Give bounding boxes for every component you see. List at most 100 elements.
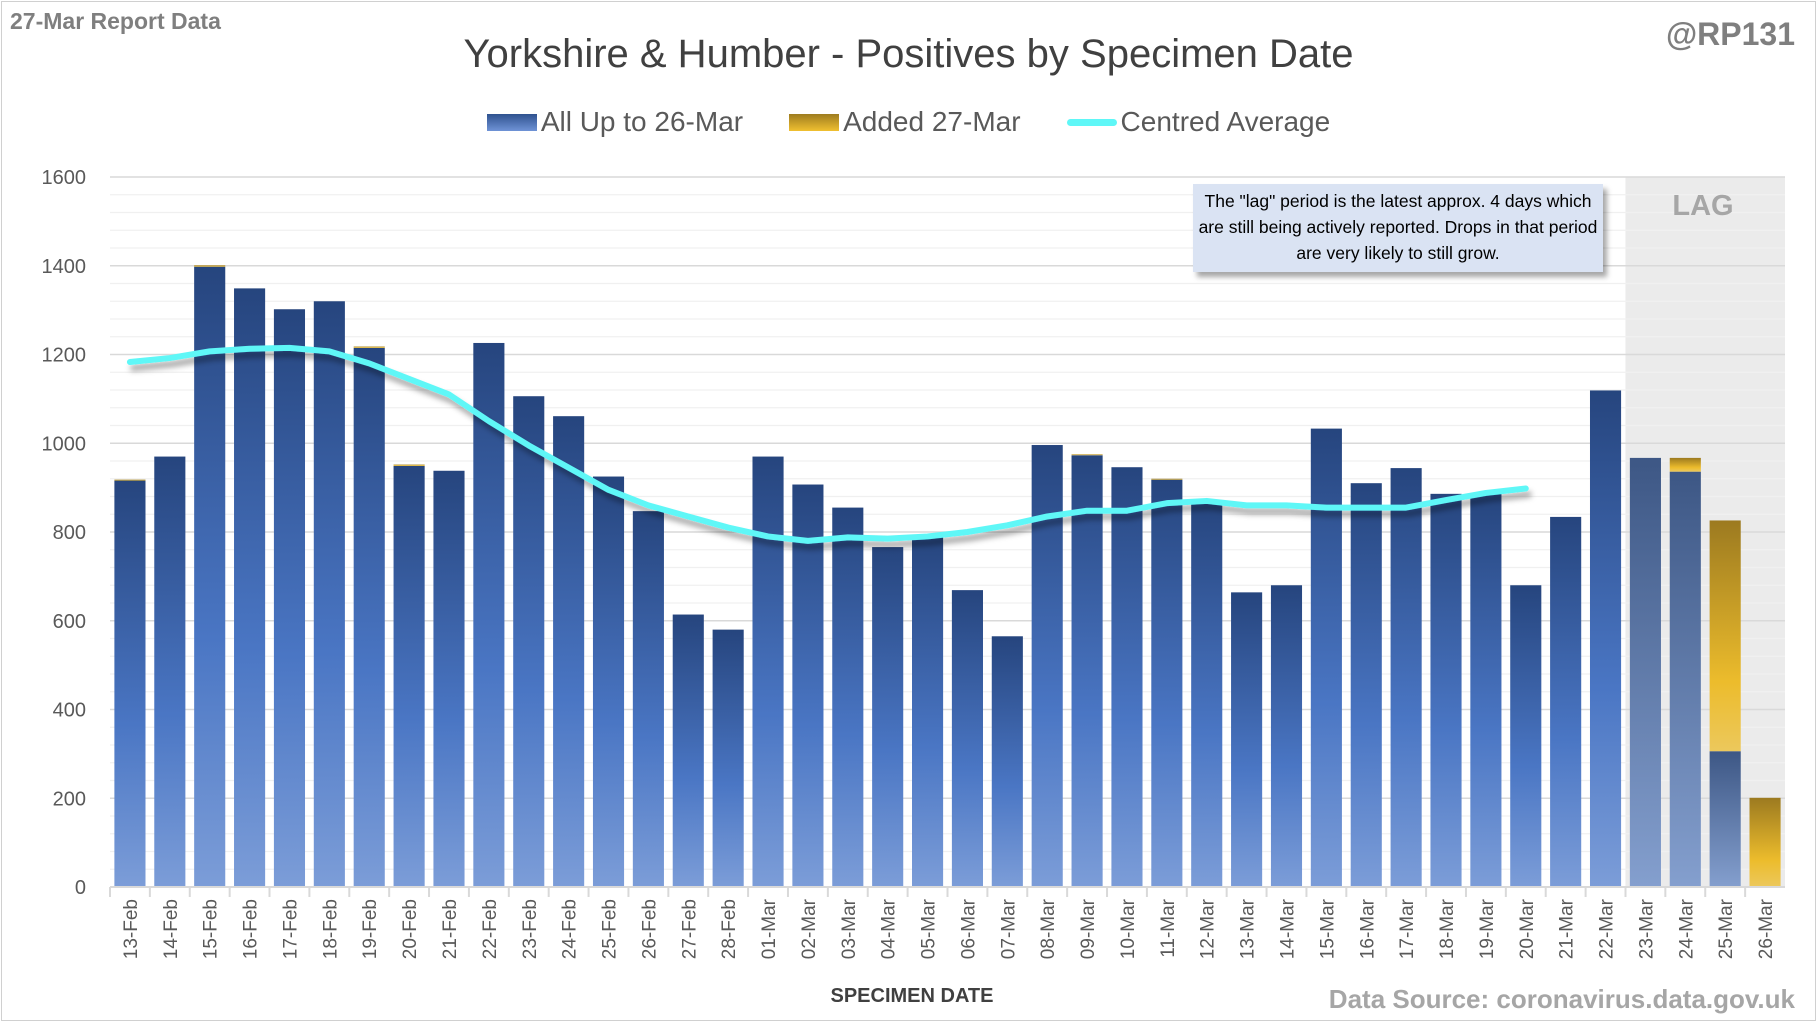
bar-base <box>1669 471 1701 887</box>
x-tick-label: 19-Mar <box>1477 898 1498 959</box>
bar-added <box>114 479 146 481</box>
y-tick-label: 200 <box>53 788 86 810</box>
bar-base <box>792 484 824 887</box>
author-handle: @RP131 <box>1665 16 1795 52</box>
legend-swatch-base <box>486 113 537 131</box>
bar-base <box>473 342 505 887</box>
bar-added <box>194 265 226 267</box>
x-tick-label: 23-Feb <box>520 899 541 959</box>
y-tick-label: 1000 <box>42 433 87 455</box>
bar-base <box>273 309 306 887</box>
bar-base <box>1709 751 1741 887</box>
lag-label: LAG <box>1672 190 1734 222</box>
bar-base <box>513 396 545 887</box>
x-tick-label: 26-Feb <box>639 899 660 959</box>
x-tick-label: 16-Mar <box>1357 898 1378 959</box>
x-tick-label: 22-Feb <box>480 899 501 959</box>
x-tick-label: 20-Feb <box>400 899 421 959</box>
x-tick-label: 13-Feb <box>121 899 142 959</box>
bar-base <box>393 465 425 887</box>
bar-base <box>1031 445 1063 887</box>
bar-base <box>1390 468 1422 887</box>
bar-base <box>1231 592 1263 887</box>
x-tick-label: 21-Feb <box>440 899 461 959</box>
centred-average-line <box>126 344 1529 544</box>
bar-added <box>1071 454 1103 456</box>
x-tick-label: 08-Mar <box>1038 898 1059 959</box>
legend-label-average: Centred Average <box>1120 106 1331 137</box>
bar-base <box>433 470 465 887</box>
x-tick-label: 15-Feb <box>201 899 222 959</box>
bar-base <box>1430 493 1462 887</box>
bar-base <box>1510 585 1542 887</box>
y-tick-label: 1200 <box>42 345 87 367</box>
lag-note: The "lag" period is the latest approx. 4… <box>1193 184 1603 272</box>
legend-item-added: Added 27-Mar <box>789 106 1021 138</box>
bar-base <box>951 590 983 887</box>
x-tick-label: 15-Mar <box>1317 898 1338 959</box>
bar-added <box>1151 478 1183 480</box>
x-tick-label: 26-Mar <box>1756 898 1777 959</box>
x-tick-label: 27-Feb <box>679 899 700 959</box>
bar-base <box>832 507 864 887</box>
x-axis-title: SPECIMEN DATE <box>830 985 994 1007</box>
y-tick-label: 600 <box>53 611 86 633</box>
x-tick-label: 23-Mar <box>1636 898 1657 959</box>
bar-base <box>1629 457 1661 887</box>
x-tick-label: 18-Feb <box>320 899 341 959</box>
bar-base <box>672 614 704 887</box>
bar-base <box>1071 455 1103 887</box>
x-tick-label: 28-Feb <box>719 899 740 959</box>
bar-added <box>393 464 425 466</box>
x-tick-label: 03-Mar <box>839 898 860 959</box>
legend-swatch-average <box>1066 118 1117 126</box>
bar-base <box>313 301 345 887</box>
x-tick-label: 17-Feb <box>280 899 301 959</box>
bar-base <box>632 511 664 887</box>
x-tick-label: 06-Mar <box>958 898 979 959</box>
bar-added <box>1669 457 1701 472</box>
x-tick-label: 25-Feb <box>600 899 621 959</box>
x-tick-label: 20-Mar <box>1517 898 1538 959</box>
y-tick-label: 800 <box>53 522 86 544</box>
legend-label-base: All Up to 26-Mar <box>540 106 744 137</box>
bar-base <box>712 629 744 887</box>
bar-base <box>194 266 226 887</box>
legend-item-base: All Up to 26-Mar <box>486 106 744 138</box>
x-tick-label: 14-Feb <box>161 899 182 959</box>
x-tick-label: 22-Mar <box>1597 898 1618 959</box>
x-tick-label: 14-Mar <box>1277 898 1298 959</box>
bar-added <box>353 346 385 348</box>
report-label: 27-Mar Report Data <box>10 8 221 34</box>
x-tick-label: 19-Feb <box>360 899 381 959</box>
x-tick-label: 11-Mar <box>1158 898 1179 957</box>
y-tick-label: 400 <box>53 700 86 722</box>
legend-swatch-added <box>789 113 840 131</box>
x-tick-label: 21-Mar <box>1557 898 1578 959</box>
x-tick-label: 17-Mar <box>1397 898 1418 959</box>
bar-base <box>154 456 186 887</box>
x-tick-label: 16-Feb <box>241 899 262 959</box>
chart-title: Yorkshire & Humber - Positives by Specim… <box>463 32 1354 76</box>
bar-base <box>872 547 904 887</box>
bar-base <box>1470 493 1502 887</box>
x-tick-label: 18-Mar <box>1437 898 1458 959</box>
bar-base <box>752 456 784 887</box>
bar-added <box>1709 520 1741 752</box>
legend-label-added: Added 27-Mar <box>843 106 1021 137</box>
bar-base <box>1191 501 1223 887</box>
bar-base <box>1270 585 1303 887</box>
bar-base <box>553 416 585 887</box>
x-tick-label: 10-Mar <box>1118 898 1139 959</box>
legend: All Up to 26-Mar Added 27-Mar Centred Av… <box>0 106 1817 138</box>
bar-added <box>1749 797 1781 887</box>
x-tick-label: 07-Mar <box>998 898 1019 959</box>
x-tick-label: 24-Mar <box>1676 898 1697 959</box>
bar-base <box>991 636 1023 887</box>
bar-base <box>234 288 266 888</box>
data-source: Data Source: coronavirus.data.gov.uk <box>1328 984 1795 1014</box>
legend-item-average: Centred Average <box>1066 106 1331 138</box>
x-tick-label: 12-Mar <box>1198 898 1219 959</box>
bar-base <box>1310 428 1342 887</box>
